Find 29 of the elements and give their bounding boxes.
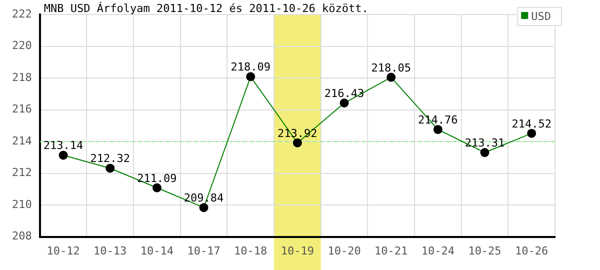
data-label: 216.43 [324,87,364,100]
data-label: 213.14 [43,139,84,152]
x-tick-label: 10-18 [234,244,268,258]
x-tick-label: 10-19 [280,244,314,258]
x-tick-label: 10-25 [468,244,502,258]
y-tick-label: 216 [12,102,32,116]
y-tick-label: 218 [12,70,32,84]
data-label: 218.09 [230,60,270,74]
y-tick-label: 208 [12,230,32,243]
y-tick-label: 210 [12,198,32,211]
y-tick-label: 214 [12,134,32,148]
data-label: 212.32 [90,152,130,166]
y-tick-label: 212 [12,166,32,180]
legend-label: USD [531,10,552,23]
chart-title: MNB USD Árfolyam 2011-10-12 és 2011-10-26 között. [44,1,368,15]
x-tick-label: 10-17 [187,244,220,258]
x-tick-label: 10-13 [94,244,127,258]
data-label: 214.52 [512,117,552,130]
data-label: 211.09 [137,172,177,185]
x-tick-label: 10-21 [374,244,408,258]
data-label: 213.31 [464,136,505,150]
y-tick-label: 220 [12,39,32,52]
x-tick-label: 10-20 [328,244,361,258]
y-tick-label: 222 [12,7,32,20]
x-tick-label: 10-26 [515,244,548,258]
x-tick-label: 10-12 [46,244,80,258]
x-tick-label: 10-24 [421,244,455,258]
data-label: 218.05 [371,61,411,74]
x-tick-label: 10-14 [140,244,174,258]
